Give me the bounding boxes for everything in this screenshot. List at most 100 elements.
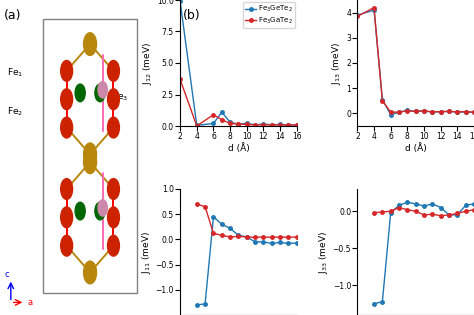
Fe$_3$GeTe$_2$ <box>396 110 402 114</box>
Circle shape <box>61 207 73 228</box>
Fe$_3$GeTe$_2$ <box>236 122 241 126</box>
Fe$_3$GeTe$_2$ <box>471 111 474 114</box>
Fe$_3$GeTe$_2$ <box>244 122 250 125</box>
Fe$_3$GeTe$_2$ <box>404 200 410 204</box>
Line: Fe$_3$GeTe$_2$: Fe$_3$GeTe$_2$ <box>195 215 299 307</box>
Fe$_3$GaTe$_2$ <box>404 109 410 113</box>
Fe$_3$GeTe$_2$ <box>471 202 474 206</box>
Fe$_3$GeTe$_2$ <box>285 123 291 127</box>
Text: c: c <box>5 270 9 279</box>
Line: Fe$_3$GaTe$_2$: Fe$_3$GaTe$_2$ <box>356 6 474 114</box>
Fe$_3$GeTe$_2$ <box>269 123 274 127</box>
Circle shape <box>108 207 119 228</box>
Fe$_3$GaTe$_2$ <box>252 123 258 127</box>
Fe$_3$GaTe$_2$ <box>277 235 283 239</box>
Fe$_3$GeTe$_2$ <box>438 206 444 209</box>
Fe$_3$GaTe$_2$ <box>285 236 291 239</box>
Bar <box>43 19 137 293</box>
Line: Fe$_3$GeTe$_2$: Fe$_3$GeTe$_2$ <box>178 0 299 127</box>
Circle shape <box>75 202 85 220</box>
Fe$_3$GeTe$_2$ <box>446 213 452 217</box>
Circle shape <box>61 235 73 256</box>
Fe$_3$GaTe$_2$ <box>294 123 300 127</box>
Fe$_3$GaTe$_2$ <box>277 123 283 127</box>
Circle shape <box>83 143 97 166</box>
Y-axis label: J$_{12}$ (meV): J$_{12}$ (meV) <box>141 42 154 84</box>
Fe$_3$GeTe$_2$ <box>421 109 427 113</box>
Fe$_3$GeTe$_2$ <box>219 110 225 114</box>
Fe$_3$GaTe$_2$ <box>380 99 385 103</box>
Line: Fe$_3$GeTe$_2$: Fe$_3$GeTe$_2$ <box>356 8 474 117</box>
Fe$_3$GeTe$_2$ <box>252 123 258 127</box>
Fe$_3$GaTe$_2$ <box>396 206 402 209</box>
Text: Fe$_1$: Fe$_1$ <box>7 66 24 79</box>
Fe$_3$GaTe$_2$ <box>285 123 291 127</box>
Fe$_3$GaTe$_2$ <box>244 123 250 126</box>
Fe$_3$GaTe$_2$ <box>269 236 274 239</box>
Fe$_3$GeTe$_2$ <box>261 240 266 244</box>
Fe$_3$GaTe$_2$ <box>236 122 241 126</box>
Circle shape <box>61 117 73 138</box>
Text: Fe$_2$: Fe$_2$ <box>7 106 23 118</box>
Fe$_3$GeTe$_2$ <box>380 98 385 101</box>
Line: Fe$_3$GaTe$_2$: Fe$_3$GaTe$_2$ <box>372 206 474 217</box>
Fe$_3$GaTe$_2$ <box>202 205 208 209</box>
Fe$_3$GeTe$_2$ <box>371 302 377 306</box>
Fe$_3$GaTe$_2$ <box>438 214 444 218</box>
Fe$_3$GaTe$_2$ <box>421 213 427 217</box>
Fe$_3$GaTe$_2$ <box>446 110 452 113</box>
Fe$_3$GaTe$_2$ <box>438 110 444 113</box>
Fe$_3$GaTe$_2$ <box>371 211 377 215</box>
Fe$_3$GeTe$_2$ <box>463 203 468 207</box>
Circle shape <box>98 200 107 216</box>
Text: a: a <box>28 298 33 306</box>
Fe$_3$GaTe$_2$ <box>227 122 233 125</box>
Fe$_3$GeTe$_2$ <box>455 213 460 217</box>
Fe$_3$GaTe$_2$ <box>446 213 452 217</box>
Fe$_3$GeTe$_2$ <box>194 123 200 127</box>
Fe$_3$GaTe$_2$ <box>429 110 435 114</box>
Fe$_3$GeTe$_2$ <box>438 110 444 113</box>
Fe$_3$GeTe$_2$ <box>252 240 258 244</box>
Y-axis label: J$_{13}$ (meV): J$_{13}$ (meV) <box>330 42 344 84</box>
Fe$_3$GaTe$_2$ <box>380 210 385 214</box>
Circle shape <box>61 179 73 199</box>
Text: Fe$_3$: Fe$_3$ <box>112 90 128 103</box>
Fe$_3$GaTe$_2$ <box>421 109 427 113</box>
Fe$_3$GeTe$_2$ <box>261 122 266 126</box>
Fe$_3$GeTe$_2$ <box>429 110 435 114</box>
Fe$_3$GaTe$_2$ <box>244 235 250 239</box>
Fe$_3$GaTe$_2$ <box>388 110 393 114</box>
Circle shape <box>108 235 119 256</box>
Circle shape <box>61 60 73 81</box>
Fe$_3$GaTe$_2$ <box>210 113 216 117</box>
X-axis label: d (Å): d (Å) <box>405 143 427 152</box>
Circle shape <box>108 89 119 110</box>
Fe$_3$GaTe$_2$ <box>261 123 266 127</box>
Fe$_3$GeTe$_2$ <box>227 120 233 124</box>
Text: (a): (a) <box>4 9 21 22</box>
Text: (b): (b) <box>182 9 200 22</box>
Fe$_3$GeTe$_2$ <box>388 211 393 215</box>
Fe$_3$GaTe$_2$ <box>404 208 410 212</box>
Fe$_3$GaTe$_2$ <box>455 212 460 215</box>
Fe$_3$GeTe$_2$ <box>413 110 419 113</box>
Legend: Fe$_3$GeTe$_2$, Fe$_3$GaTe$_2$: Fe$_3$GeTe$_2$, Fe$_3$GaTe$_2$ <box>243 2 295 28</box>
Fe$_3$GeTe$_2$ <box>413 202 419 206</box>
Fe$_3$GaTe$_2$ <box>429 212 435 216</box>
Fe$_3$GeTe$_2$ <box>371 8 377 12</box>
Y-axis label: J$_{11}$ (meV): J$_{11}$ (meV) <box>139 231 153 273</box>
Circle shape <box>98 82 107 98</box>
Fe$_3$GeTe$_2$ <box>177 0 183 3</box>
Fe$_3$GeTe$_2$ <box>244 235 250 239</box>
Fe$_3$GaTe$_2$ <box>371 6 377 9</box>
Fe$_3$GeTe$_2$ <box>202 302 208 306</box>
Fe$_3$GaTe$_2$ <box>355 14 360 18</box>
Fe$_3$GaTe$_2$ <box>227 235 233 239</box>
Fe$_3$GeTe$_2$ <box>455 110 460 114</box>
X-axis label: d (Å): d (Å) <box>228 143 249 152</box>
Fe$_3$GaTe$_2$ <box>219 233 225 237</box>
Y-axis label: J$_{33}$ (meV): J$_{33}$ (meV) <box>317 231 330 273</box>
Circle shape <box>75 84 85 102</box>
Fe$_3$GeTe$_2$ <box>404 108 410 112</box>
